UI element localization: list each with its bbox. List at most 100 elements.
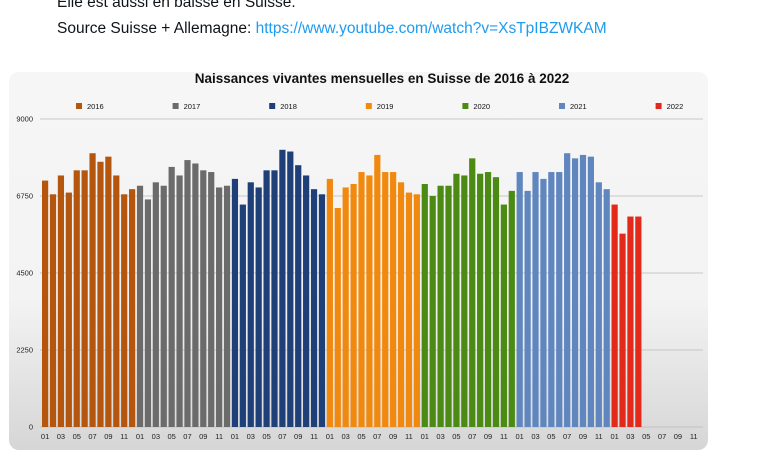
bar-2018: [303, 175, 310, 427]
bar-2021: [516, 172, 523, 427]
births-bar-chart: Naissances vivantes mensuelles en Suisse…: [9, 72, 708, 450]
y-tick-label: 0: [29, 423, 33, 432]
legend-swatch-2017: [172, 103, 179, 109]
youtube-link[interactable]: https://www.youtube.com/watch?v=XsTpIBZW…: [255, 20, 607, 37]
bar-2017: [184, 160, 191, 428]
x-tick-label: 09: [389, 432, 397, 441]
bar-2021: [564, 153, 571, 427]
bar-2021: [587, 156, 594, 427]
bar-2017: [176, 175, 183, 427]
x-tick-label: 03: [626, 432, 634, 441]
bar-2016: [129, 189, 136, 427]
x-tick-label: 07: [183, 432, 191, 441]
bar-2016: [81, 170, 88, 427]
bar-2019: [350, 184, 357, 427]
legend-label-2016: 2016: [87, 102, 104, 111]
x-tick-label: 03: [436, 432, 444, 441]
legend-swatch-2021: [559, 103, 565, 109]
y-tick-label: 4500: [16, 269, 33, 278]
bar-2017: [160, 185, 167, 427]
bar-2017: [144, 199, 152, 427]
x-tick-label: 05: [73, 432, 81, 441]
bar-2020: [492, 177, 500, 427]
legend-swatch-2020: [462, 103, 469, 109]
bar-2016: [89, 153, 96, 427]
bar-2016: [57, 175, 65, 427]
x-tick-label: 01: [610, 432, 618, 441]
bar-2016: [73, 170, 80, 427]
tweet-text-line-2: Source Suisse + Allemagne: https://www.y…: [57, 19, 607, 39]
bar-2017: [208, 172, 215, 427]
x-tick-label: 01: [326, 432, 334, 441]
bar-2016: [42, 180, 49, 427]
bar-2020: [508, 190, 515, 427]
bar-2019: [326, 178, 333, 427]
bar-2019: [366, 175, 373, 427]
bar-2022: [619, 233, 626, 427]
bar-2020: [461, 175, 468, 427]
bar-2018: [295, 165, 302, 427]
bar-2021: [532, 172, 539, 427]
bar-2018: [318, 194, 326, 427]
x-tick-label: 05: [167, 432, 175, 441]
bar-2016: [113, 175, 120, 427]
x-tick-label: 03: [152, 432, 160, 441]
bar-2018: [247, 182, 254, 427]
bar-2020: [484, 172, 492, 427]
x-tick-label: 09: [199, 432, 207, 441]
bar-2019: [390, 172, 397, 427]
bar-2016: [65, 192, 72, 427]
bar-2022: [635, 216, 642, 427]
y-tick-label: 9000: [16, 115, 33, 124]
bar-2018: [287, 151, 294, 427]
bar-2017: [216, 187, 223, 427]
x-tick-label: 05: [452, 432, 460, 441]
legend-label-2018: 2018: [280, 102, 297, 111]
bar-2017: [152, 182, 159, 427]
y-tick-label: 6750: [16, 192, 33, 201]
bar-2019: [374, 154, 381, 427]
bar-2016: [105, 156, 112, 427]
x-tick-label: 09: [484, 432, 492, 441]
bar-2019: [382, 172, 389, 427]
bar-2022: [611, 204, 618, 427]
x-tick-label: 11: [310, 432, 318, 441]
bar-2016: [97, 161, 104, 427]
x-tick-label: 07: [278, 432, 286, 441]
bar-2020: [469, 158, 476, 427]
bar-2018: [279, 149, 286, 428]
x-tick-label: 05: [642, 432, 650, 441]
legend-label-2022: 2022: [667, 102, 684, 111]
legend-swatch-2022: [655, 103, 662, 109]
bars: [42, 149, 642, 428]
x-tick-label: 07: [88, 432, 96, 441]
bar-2020: [500, 204, 507, 427]
tweet-source-label: Source Suisse + Allemagne:: [57, 20, 256, 37]
x-tick-label: 03: [342, 432, 350, 441]
x-tick-label: 11: [690, 432, 698, 441]
bar-2017: [136, 185, 144, 427]
bar-2018: [239, 204, 246, 427]
bar-2021: [571, 158, 579, 427]
legend-label-2017: 2017: [184, 102, 201, 111]
bar-2017: [223, 185, 231, 427]
x-tick-label: 09: [104, 432, 112, 441]
x-tick-label: 07: [563, 432, 571, 441]
bar-2017: [192, 163, 199, 427]
chart-image-card[interactable]: Naissances vivantes mensuelles en Suisse…: [9, 72, 708, 450]
legend-label-2021: 2021: [570, 102, 587, 111]
x-tick-label: 05: [547, 432, 555, 441]
bar-2017: [168, 166, 175, 427]
bar-2019: [413, 194, 420, 427]
legend-swatch-2016: [76, 103, 82, 109]
bar-2022: [627, 216, 634, 427]
x-tick-label: 03: [531, 432, 539, 441]
bar-2019: [334, 207, 341, 427]
x-tick-label: 11: [500, 432, 508, 441]
legend-swatch-2018: [269, 103, 276, 109]
legend: 2016 2017 2018 2019 2020 2021 2022: [76, 102, 683, 111]
bar-2019: [397, 182, 405, 427]
bar-2018: [255, 187, 262, 427]
bar-2020: [429, 196, 436, 427]
x-tick-label: 03: [57, 432, 65, 441]
